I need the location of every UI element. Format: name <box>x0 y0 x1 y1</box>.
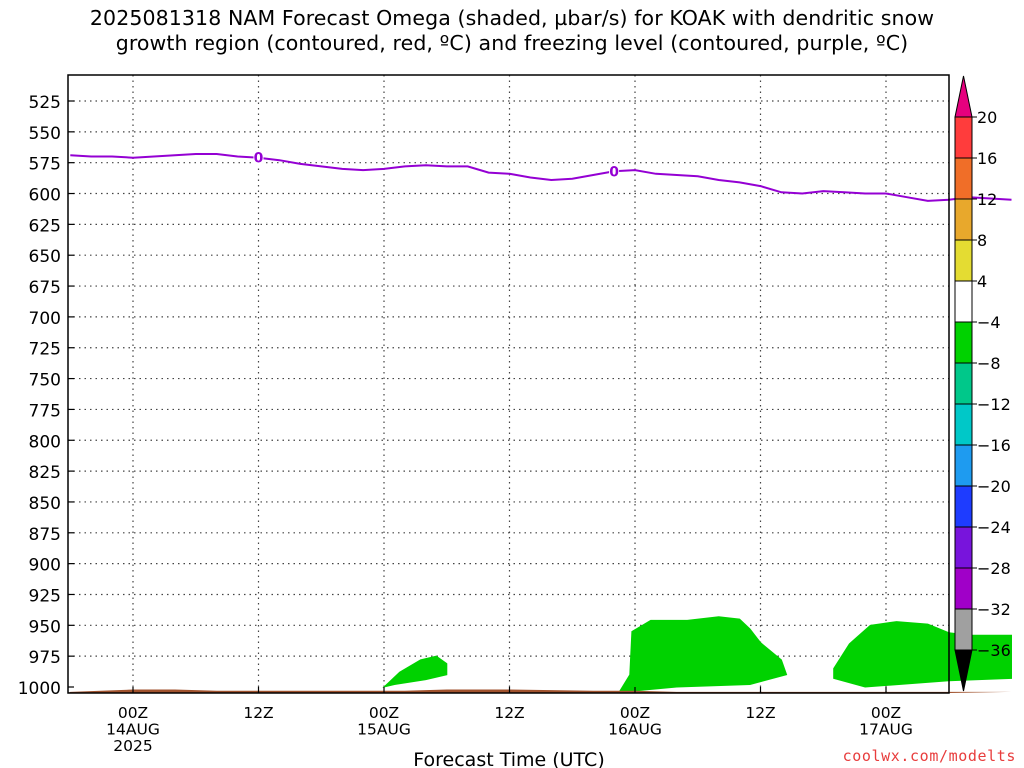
chart-title: 2025081318 NAM Forecast Omega (shaded, µ… <box>0 6 1024 56</box>
colorbar-label: −28 <box>977 559 1011 578</box>
y-tick-label: 825 <box>29 463 61 483</box>
colorbar-label: −4 <box>977 313 1001 332</box>
y-tick-label: 575 <box>29 155 61 175</box>
colorbar-bin <box>954 321 973 364</box>
freezing-level-contour-label: 0 <box>609 164 619 180</box>
y-tick-label: 775 <box>29 401 61 421</box>
terrain-fill <box>68 689 1012 693</box>
colorbar-label: −16 <box>977 436 1011 455</box>
title-line-2: growth region (contoured, red, ºC) and f… <box>115 31 909 55</box>
colorbar: 20 16 12 8 4 −4 −8 −12 −16 −20 −24 −28 −32 −36 <box>954 75 1011 692</box>
colorbar-label: 12 <box>977 190 997 209</box>
y-tick-label: 550 <box>29 124 61 144</box>
colorbar-label: −36 <box>977 641 1011 660</box>
x-tick-label: 15AUG <box>357 721 411 739</box>
y-tick-label: 1000 <box>18 679 61 699</box>
omega-region <box>382 655 448 688</box>
y-tick-label: 725 <box>29 340 61 360</box>
colorbar-bin <box>954 567 973 610</box>
x-tick-label: 2025 <box>113 737 152 755</box>
x-tick-label: 17AUG <box>859 721 913 739</box>
colorbar-extend-top <box>954 75 973 118</box>
colorbar-label: −12 <box>977 395 1011 414</box>
y-tick-label: 950 <box>29 617 61 637</box>
colorbar-bin <box>954 116 973 159</box>
title-line-1: 2025081318 NAM Forecast Omega (shaded, µ… <box>89 6 935 30</box>
x-tick-label: 12Z <box>494 704 524 722</box>
y-tick-label: 975 <box>29 648 61 668</box>
colorbar-bin <box>954 157 973 200</box>
y-tick-label: 900 <box>29 556 61 576</box>
y-tick-label: 700 <box>29 309 61 329</box>
y-axis: 525 550 575 600 625 650 675 700 725 750 775 800 825 8… <box>18 93 74 699</box>
terrain <box>68 689 1012 693</box>
x-tick-label: 00Z <box>871 704 901 722</box>
y-tick-label: 750 <box>29 371 61 391</box>
freezing-level: 00 <box>70 149 1012 202</box>
y-tick-label: 850 <box>29 494 61 514</box>
y-tick-label: 525 <box>29 93 61 113</box>
colorbar-bin <box>954 526 973 569</box>
omega-region <box>618 616 788 693</box>
x-tick-label: 00Z <box>118 704 148 722</box>
colorbar-bin <box>954 362 973 405</box>
credit-link[interactable]: coolwx.com/modelts <box>842 747 1016 765</box>
x-tick-label: 14AUG <box>106 721 160 739</box>
y-tick-label: 675 <box>29 278 61 298</box>
colorbar-bin <box>954 198 973 241</box>
x-axis-title: Forecast Time (UTC) <box>413 749 604 768</box>
colorbar-bin <box>954 280 973 323</box>
grid <box>68 75 949 693</box>
x-tick-label: 00Z <box>369 704 399 722</box>
y-tick-label: 800 <box>29 432 61 452</box>
x-tick-label: 16AUG <box>608 721 662 739</box>
freezing-level-contour-label: 0 <box>254 151 264 167</box>
colorbar-label: 8 <box>977 231 987 250</box>
x-tick-label: 12Z <box>243 704 273 722</box>
colorbar-label: −8 <box>977 354 1001 373</box>
y-tick-label: 875 <box>29 525 61 545</box>
colorbar-label: 20 <box>977 108 997 127</box>
plot-frame <box>67 74 950 694</box>
colorbar-bin <box>954 239 973 282</box>
y-tick-label: 600 <box>29 186 61 206</box>
colorbar-bin <box>954 485 973 528</box>
colorbar-label: −20 <box>977 477 1011 496</box>
y-tick-label: 650 <box>29 247 61 267</box>
colorbar-bin <box>954 444 973 487</box>
colorbar-label: −24 <box>977 518 1011 537</box>
colorbar-extend-bottom <box>954 649 973 692</box>
x-tick-label: 12Z <box>745 704 775 722</box>
x-tick-label: 00Z <box>620 704 650 722</box>
y-tick-label: 925 <box>29 586 61 606</box>
freezing-level-line <box>70 153 1012 202</box>
colorbar-label: −32 <box>977 600 1011 619</box>
omega-shading <box>382 616 1012 693</box>
colorbar-label: 4 <box>977 272 987 291</box>
colorbar-bin <box>954 403 973 446</box>
colorbar-bin <box>954 608 973 651</box>
colorbar-label: 16 <box>977 149 997 168</box>
contour-label-bg <box>253 149 264 165</box>
y-tick-label: 625 <box>29 216 61 236</box>
contour-label-bg <box>609 163 620 179</box>
